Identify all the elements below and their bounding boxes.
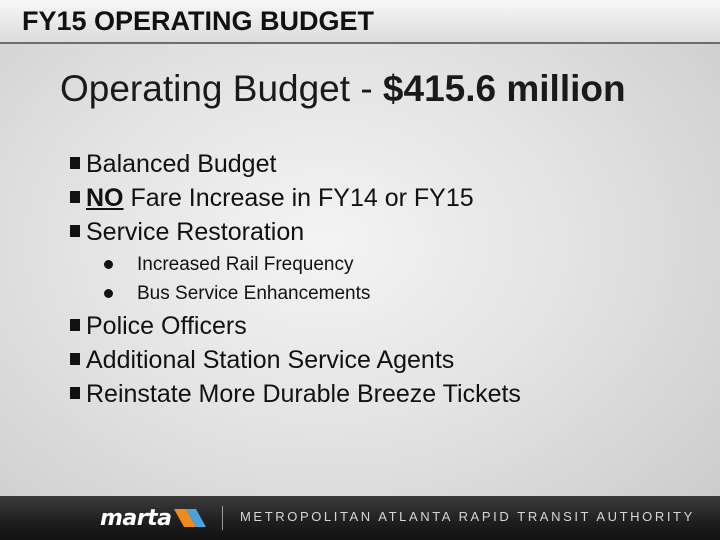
bullet-item: Reinstate More Durable Breeze Tickets bbox=[70, 378, 521, 412]
round-bullet-icon bbox=[104, 289, 113, 298]
bullet-item: Balanced Budget bbox=[70, 148, 521, 182]
sub-bullet-list: Increased Rail Frequency Bus Service Enh… bbox=[70, 250, 521, 308]
bullet-list: Balanced Budget NO Fare Increase in FY14… bbox=[70, 148, 521, 412]
square-bullet-icon bbox=[70, 319, 80, 331]
logo-wordmark: marta bbox=[100, 505, 172, 531]
square-bullet-icon bbox=[70, 157, 80, 169]
round-bullet-icon bbox=[104, 260, 113, 269]
bullet-text: Fare Increase in FY14 or FY15 bbox=[123, 184, 474, 212]
bullet-item: Additional Station Service Agents bbox=[70, 344, 521, 378]
bullet-text: Reinstate More Durable Breeze Tickets bbox=[86, 380, 521, 408]
sub-bullet-text: Bus Service Enhancements bbox=[137, 283, 371, 304]
bullet-text: Additional Station Service Agents bbox=[86, 346, 455, 374]
authority-name: METROPOLITAN ATLANTA RAPID TRANSIT AUTHO… bbox=[240, 509, 695, 524]
bullet-item: Police Officers bbox=[70, 310, 521, 344]
sub-bullet-item: Bus Service Enhancements bbox=[70, 279, 521, 308]
sub-bullet-item: Increased Rail Frequency bbox=[70, 250, 521, 279]
bullet-item: Service Restoration bbox=[70, 216, 521, 250]
budget-headline-label: Operating Budget - bbox=[60, 68, 383, 109]
footer-bar: marta METROPOLITAN ATLANTA RAPID TRANSIT… bbox=[0, 496, 720, 540]
square-bullet-icon bbox=[70, 387, 80, 399]
budget-amount: $415.6 million bbox=[382, 68, 626, 109]
marta-logo: marta bbox=[100, 503, 208, 533]
bullet-emphasis: NO bbox=[86, 184, 124, 212]
footer-divider bbox=[222, 506, 223, 530]
marta-swoosh-icon bbox=[174, 509, 207, 527]
bullet-text: Police Officers bbox=[86, 312, 247, 340]
bullet-text: Balanced Budget bbox=[86, 150, 277, 178]
square-bullet-icon bbox=[70, 353, 80, 365]
budget-headline: Operating Budget - $415.6 million bbox=[60, 68, 626, 110]
slide-header: FY15 OPERATING BUDGET bbox=[0, 0, 720, 44]
sub-bullet-text: Increased Rail Frequency bbox=[137, 254, 354, 275]
bullet-item: NO Fare Increase in FY14 or FY15 bbox=[70, 182, 521, 216]
square-bullet-icon bbox=[70, 191, 80, 203]
bullet-text: Service Restoration bbox=[86, 218, 305, 246]
slide-title: FY15 OPERATING BUDGET bbox=[22, 6, 375, 36]
square-bullet-icon bbox=[70, 225, 80, 237]
